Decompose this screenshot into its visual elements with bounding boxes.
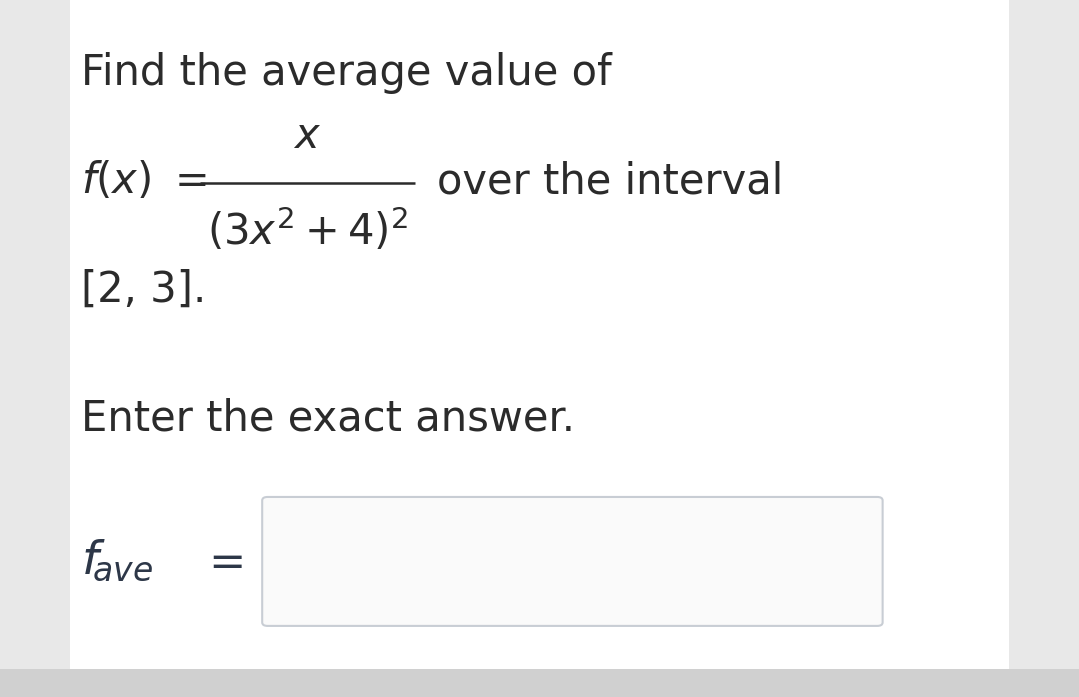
Text: $x$: $x$ xyxy=(293,115,322,157)
FancyBboxPatch shape xyxy=(1009,0,1079,697)
FancyBboxPatch shape xyxy=(262,497,883,626)
Text: $=$: $=$ xyxy=(200,539,243,583)
FancyBboxPatch shape xyxy=(0,669,1079,697)
FancyBboxPatch shape xyxy=(0,0,70,697)
Text: over the interval: over the interval xyxy=(437,160,783,202)
Text: Find the average value of: Find the average value of xyxy=(81,52,612,94)
Text: $(3x^2+4)^2$: $(3x^2+4)^2$ xyxy=(207,206,408,254)
Text: Enter the exact answer.: Enter the exact answer. xyxy=(81,397,575,439)
Text: $f_{\!\mathit{ave}}$: $f_{\!\mathit{ave}}$ xyxy=(81,538,153,584)
Text: $f(x)\ =$: $f(x)\ =$ xyxy=(81,160,207,202)
Text: [2, 3].: [2, 3]. xyxy=(81,268,206,310)
